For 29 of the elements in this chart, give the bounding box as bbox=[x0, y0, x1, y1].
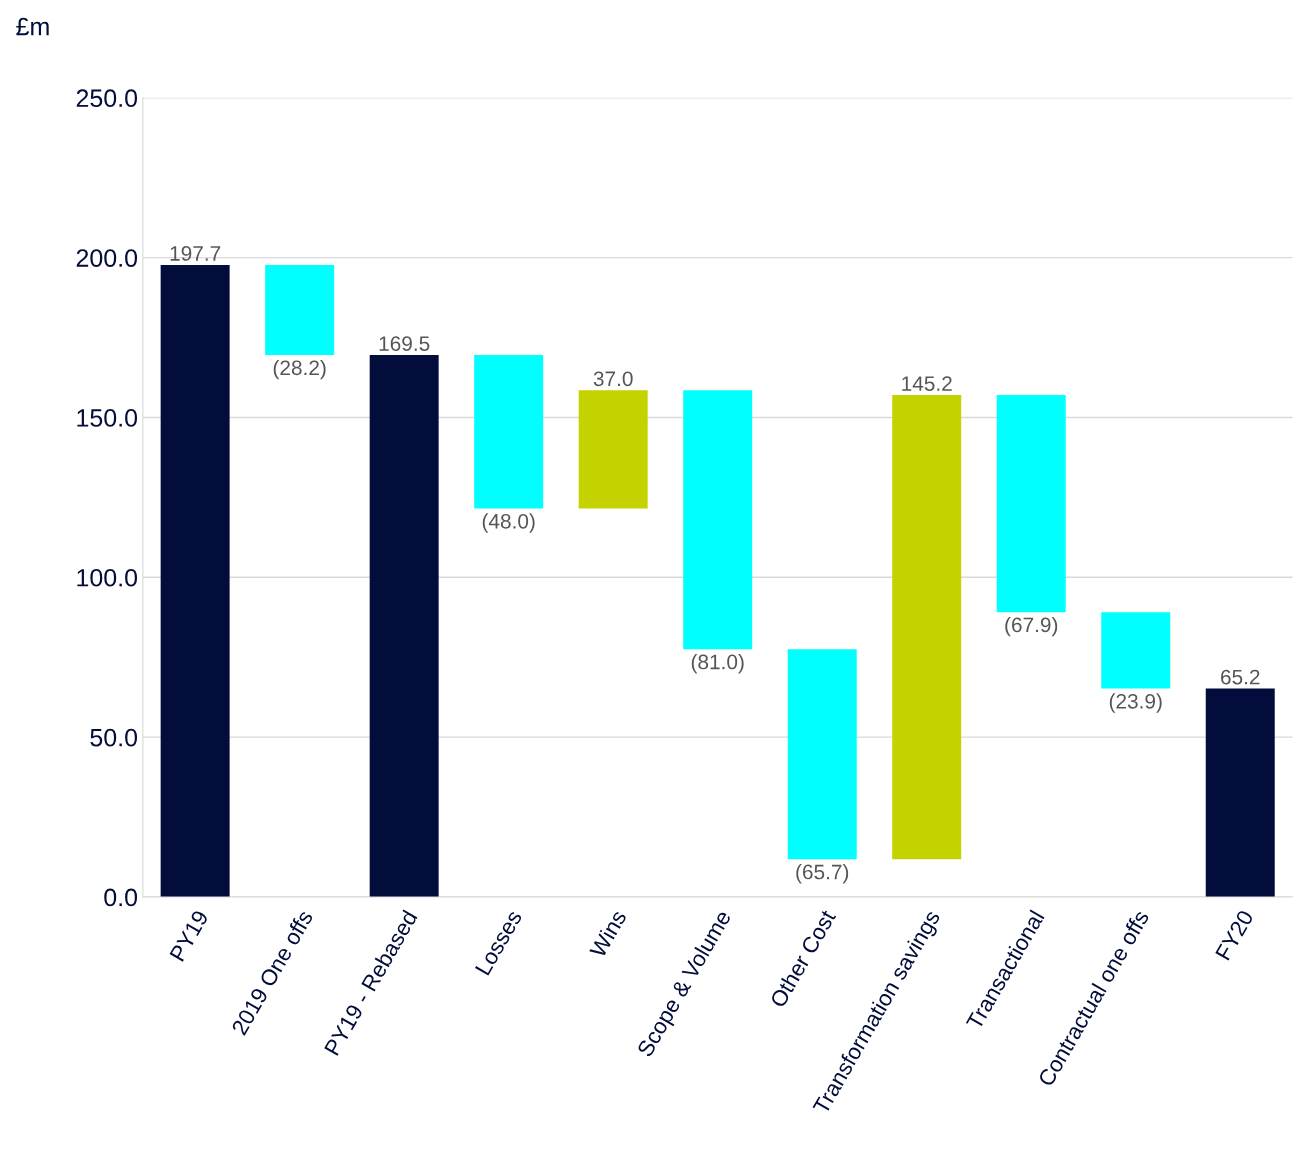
data-label: (48.0) bbox=[482, 513, 535, 533]
bar bbox=[892, 395, 962, 860]
data-label: 197.7 bbox=[170, 246, 221, 261]
bar bbox=[474, 355, 544, 509]
y-tick-label: 100.0 bbox=[77, 568, 138, 587]
data-label: (23.9) bbox=[1109, 693, 1162, 713]
data-label: (67.9) bbox=[1005, 616, 1058, 637]
bar bbox=[578, 390, 648, 509]
bar bbox=[265, 264, 335, 356]
bar bbox=[160, 264, 230, 897]
data-label: 169.5 bbox=[379, 336, 430, 351]
data-label: 37.0 bbox=[593, 371, 633, 387]
y-tick-label: 200.0 bbox=[76, 249, 138, 267]
y-tick-label: 250.0 bbox=[76, 89, 138, 108]
bar bbox=[1205, 688, 1275, 897]
bar bbox=[996, 395, 1066, 613]
bar bbox=[787, 649, 857, 860]
data-label: (65.7) bbox=[796, 864, 849, 884]
data-label: 145.2 bbox=[902, 376, 952, 391]
bar bbox=[683, 390, 753, 650]
data-label: (81.0) bbox=[691, 654, 744, 674]
y-tick-label: 150.0 bbox=[77, 409, 138, 427]
y-axis-title: £m bbox=[16, 17, 49, 36]
data-label: (28.2) bbox=[273, 359, 326, 380]
data-label: 65.2 bbox=[1221, 669, 1260, 685]
bar bbox=[1101, 612, 1171, 689]
y-tick-label: 50.0 bbox=[90, 728, 138, 747]
y-tick-label: 0.0 bbox=[104, 888, 138, 907]
bar bbox=[369, 355, 439, 897]
